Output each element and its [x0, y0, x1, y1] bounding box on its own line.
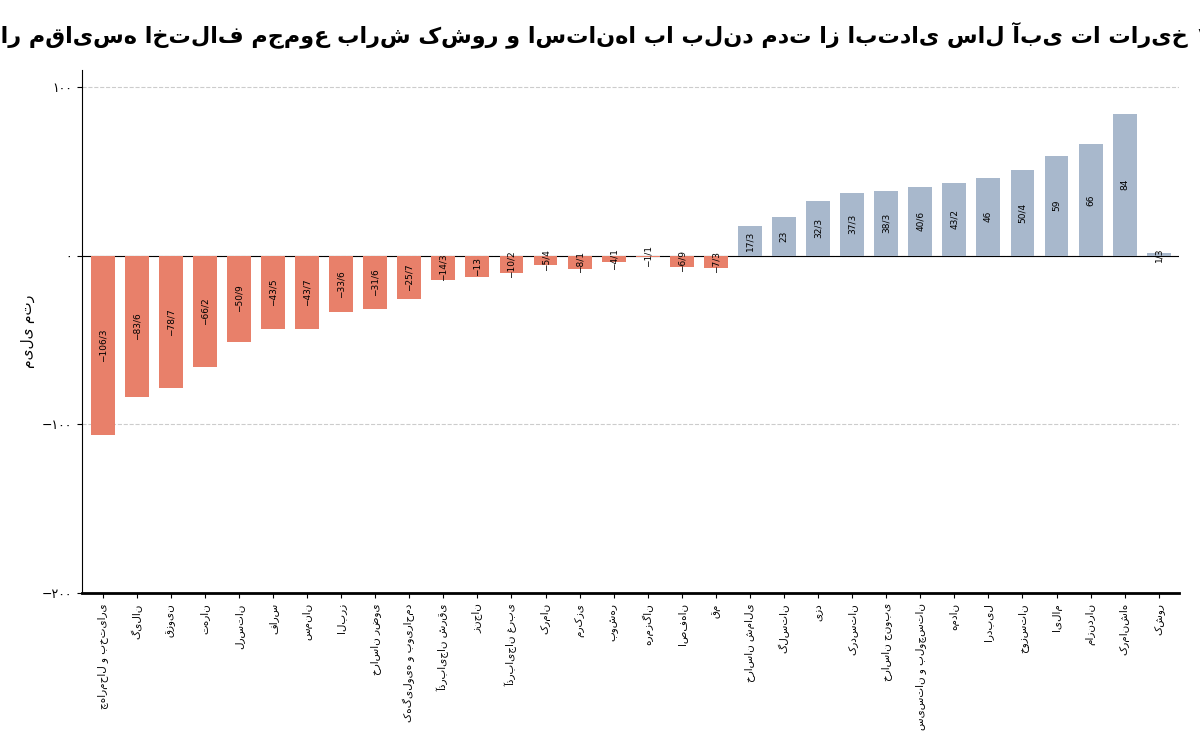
- Text: 50/4: 50/4: [1018, 203, 1027, 223]
- Text: −4/1: −4/1: [610, 248, 618, 270]
- Bar: [1010, 170, 1034, 255]
- Bar: [1147, 253, 1171, 255]
- Bar: [364, 255, 388, 309]
- Bar: [908, 187, 932, 255]
- Text: 59: 59: [1052, 200, 1061, 212]
- Bar: [466, 255, 490, 277]
- Text: 84: 84: [1120, 179, 1129, 190]
- Bar: [806, 201, 830, 255]
- Bar: [772, 217, 796, 255]
- Bar: [262, 255, 284, 329]
- Bar: [738, 226, 762, 255]
- Bar: [840, 192, 864, 255]
- Y-axis label: میلی متر: میلی متر: [20, 295, 35, 368]
- Text: −43/5: −43/5: [269, 279, 277, 306]
- Text: 32/3: 32/3: [814, 219, 822, 238]
- Text: 23: 23: [780, 231, 788, 242]
- Text: −6/9: −6/9: [677, 250, 686, 273]
- Text: −25/7: −25/7: [404, 264, 414, 291]
- Text: −83/6: −83/6: [132, 312, 142, 340]
- Bar: [1112, 113, 1136, 255]
- Text: 46: 46: [984, 211, 992, 222]
- Bar: [91, 255, 114, 435]
- Text: −43/7: −43/7: [302, 279, 312, 306]
- Text: 1/3: 1/3: [1154, 247, 1163, 261]
- Bar: [977, 178, 1001, 255]
- Text: −7/3: −7/3: [712, 251, 720, 273]
- Bar: [397, 255, 421, 299]
- Text: 66: 66: [1086, 194, 1096, 206]
- Bar: [601, 255, 625, 262]
- Text: −31/6: −31/6: [371, 268, 379, 296]
- Bar: [1079, 144, 1103, 255]
- Text: −66/2: −66/2: [200, 297, 209, 325]
- Title: نمودار مقایسه اختلاف مجموع بارش کشور و استانها با بلند مدت از ابتدای سال آبی تا : نمودار مقایسه اختلاف مجموع بارش کشور و ا…: [0, 21, 1200, 47]
- Bar: [431, 255, 455, 279]
- Bar: [534, 255, 558, 264]
- Text: −13: −13: [473, 257, 482, 276]
- Text: −14/3: −14/3: [439, 254, 448, 282]
- Bar: [158, 255, 182, 388]
- Bar: [499, 255, 523, 273]
- Text: −5/4: −5/4: [541, 249, 550, 271]
- Bar: [568, 255, 592, 269]
- Bar: [704, 255, 727, 268]
- Bar: [227, 255, 251, 342]
- Bar: [942, 182, 966, 255]
- Bar: [125, 255, 149, 397]
- Bar: [636, 255, 660, 258]
- Text: 37/3: 37/3: [847, 214, 857, 234]
- Text: −1/1: −1/1: [643, 246, 653, 267]
- Text: −78/7: −78/7: [167, 308, 175, 336]
- Bar: [193, 255, 217, 367]
- Text: 40/6: 40/6: [916, 211, 925, 231]
- Text: −10/2: −10/2: [506, 250, 516, 278]
- Bar: [670, 255, 694, 267]
- Text: −33/6: −33/6: [337, 270, 346, 298]
- Bar: [295, 255, 319, 330]
- Text: −50/9: −50/9: [234, 285, 244, 312]
- Bar: [875, 191, 898, 255]
- Text: −106/3: −106/3: [98, 329, 107, 362]
- Text: 43/2: 43/2: [950, 209, 959, 229]
- Bar: [1045, 156, 1068, 255]
- Text: 17/3: 17/3: [745, 231, 755, 251]
- Text: 38/3: 38/3: [882, 213, 890, 234]
- Bar: [329, 255, 353, 312]
- Text: −8/1: −8/1: [575, 252, 584, 273]
